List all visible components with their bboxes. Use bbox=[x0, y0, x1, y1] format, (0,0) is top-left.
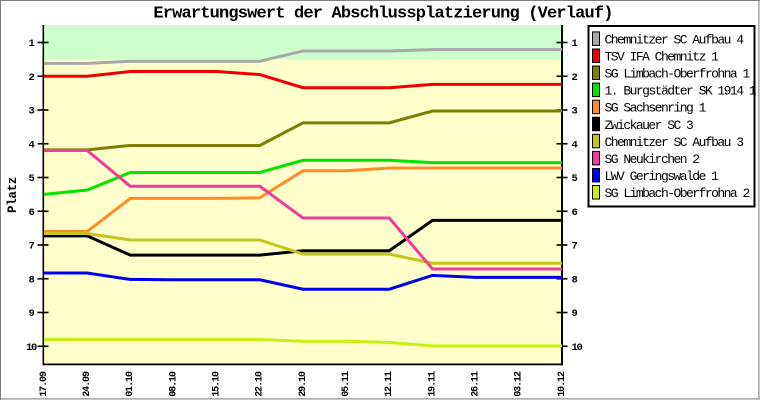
svg-text:22.10: 22.10 bbox=[255, 371, 266, 397]
svg-text:Erwartungswert der Abschlusspl: Erwartungswert der Abschlussplatzierung … bbox=[153, 4, 612, 23]
svg-text:1: 1 bbox=[572, 38, 578, 50]
svg-text:SG Limbach-Oberfrohna 2: SG Limbach-Oberfrohna 2 bbox=[605, 186, 750, 201]
svg-text:9: 9 bbox=[572, 308, 578, 320]
svg-text:3: 3 bbox=[28, 106, 34, 118]
svg-text:26.11: 26.11 bbox=[471, 371, 482, 397]
svg-text:8: 8 bbox=[28, 274, 34, 286]
svg-text:08.10: 08.10 bbox=[168, 371, 179, 397]
svg-text:03.12: 03.12 bbox=[514, 371, 525, 397]
svg-text:10: 10 bbox=[26, 342, 37, 354]
svg-text:Zwickauer SC 3: Zwickauer SC 3 bbox=[605, 118, 694, 133]
svg-text:7: 7 bbox=[572, 241, 578, 253]
svg-text:6: 6 bbox=[28, 207, 34, 219]
svg-text:17.09: 17.09 bbox=[39, 371, 50, 397]
svg-text:15.10: 15.10 bbox=[212, 371, 223, 397]
svg-text:Chemnitzer SC Aufbau 3: Chemnitzer SC Aufbau 3 bbox=[605, 135, 744, 150]
svg-text:12.11: 12.11 bbox=[384, 371, 395, 397]
svg-text:LWV Geringswalde 1: LWV Geringswalde 1 bbox=[605, 169, 720, 184]
svg-text:10: 10 bbox=[572, 342, 583, 354]
svg-text:8: 8 bbox=[572, 274, 578, 286]
svg-text:6: 6 bbox=[572, 207, 578, 219]
svg-text:9: 9 bbox=[28, 308, 34, 320]
svg-text:24.09: 24.09 bbox=[82, 371, 93, 397]
svg-text:3: 3 bbox=[572, 106, 578, 118]
svg-text:7: 7 bbox=[28, 241, 34, 253]
svg-text:01.10: 01.10 bbox=[125, 371, 136, 397]
svg-text:4: 4 bbox=[572, 139, 578, 151]
svg-text:2: 2 bbox=[572, 72, 578, 84]
svg-text:Platz: Platz bbox=[6, 177, 20, 213]
svg-text:5: 5 bbox=[28, 173, 34, 185]
svg-text:SG Neukirchen 2: SG Neukirchen 2 bbox=[605, 152, 700, 167]
svg-text:5: 5 bbox=[572, 173, 578, 185]
svg-text:05.11: 05.11 bbox=[341, 371, 352, 397]
svg-text:1: 1 bbox=[28, 38, 34, 50]
svg-text:TSV IFA Chemnitz 1: TSV IFA Chemnitz 1 bbox=[605, 49, 720, 64]
svg-text:29.10: 29.10 bbox=[298, 371, 309, 397]
svg-text:4: 4 bbox=[28, 139, 34, 151]
svg-text:10.12: 10.12 bbox=[557, 371, 568, 397]
svg-text:2: 2 bbox=[28, 72, 34, 84]
svg-text:SG Limbach-Oberfrohna 1: SG Limbach-Oberfrohna 1 bbox=[605, 67, 751, 82]
svg-text:Chemnitzer SC Aufbau 4: Chemnitzer SC Aufbau 4 bbox=[605, 32, 745, 47]
svg-text:1. Burgstädter SK 1914 1: 1. Burgstädter SK 1914 1 bbox=[605, 84, 757, 99]
svg-text:SG Sachsenring 1: SG Sachsenring 1 bbox=[605, 101, 707, 116]
svg-text:19.11: 19.11 bbox=[427, 371, 438, 397]
